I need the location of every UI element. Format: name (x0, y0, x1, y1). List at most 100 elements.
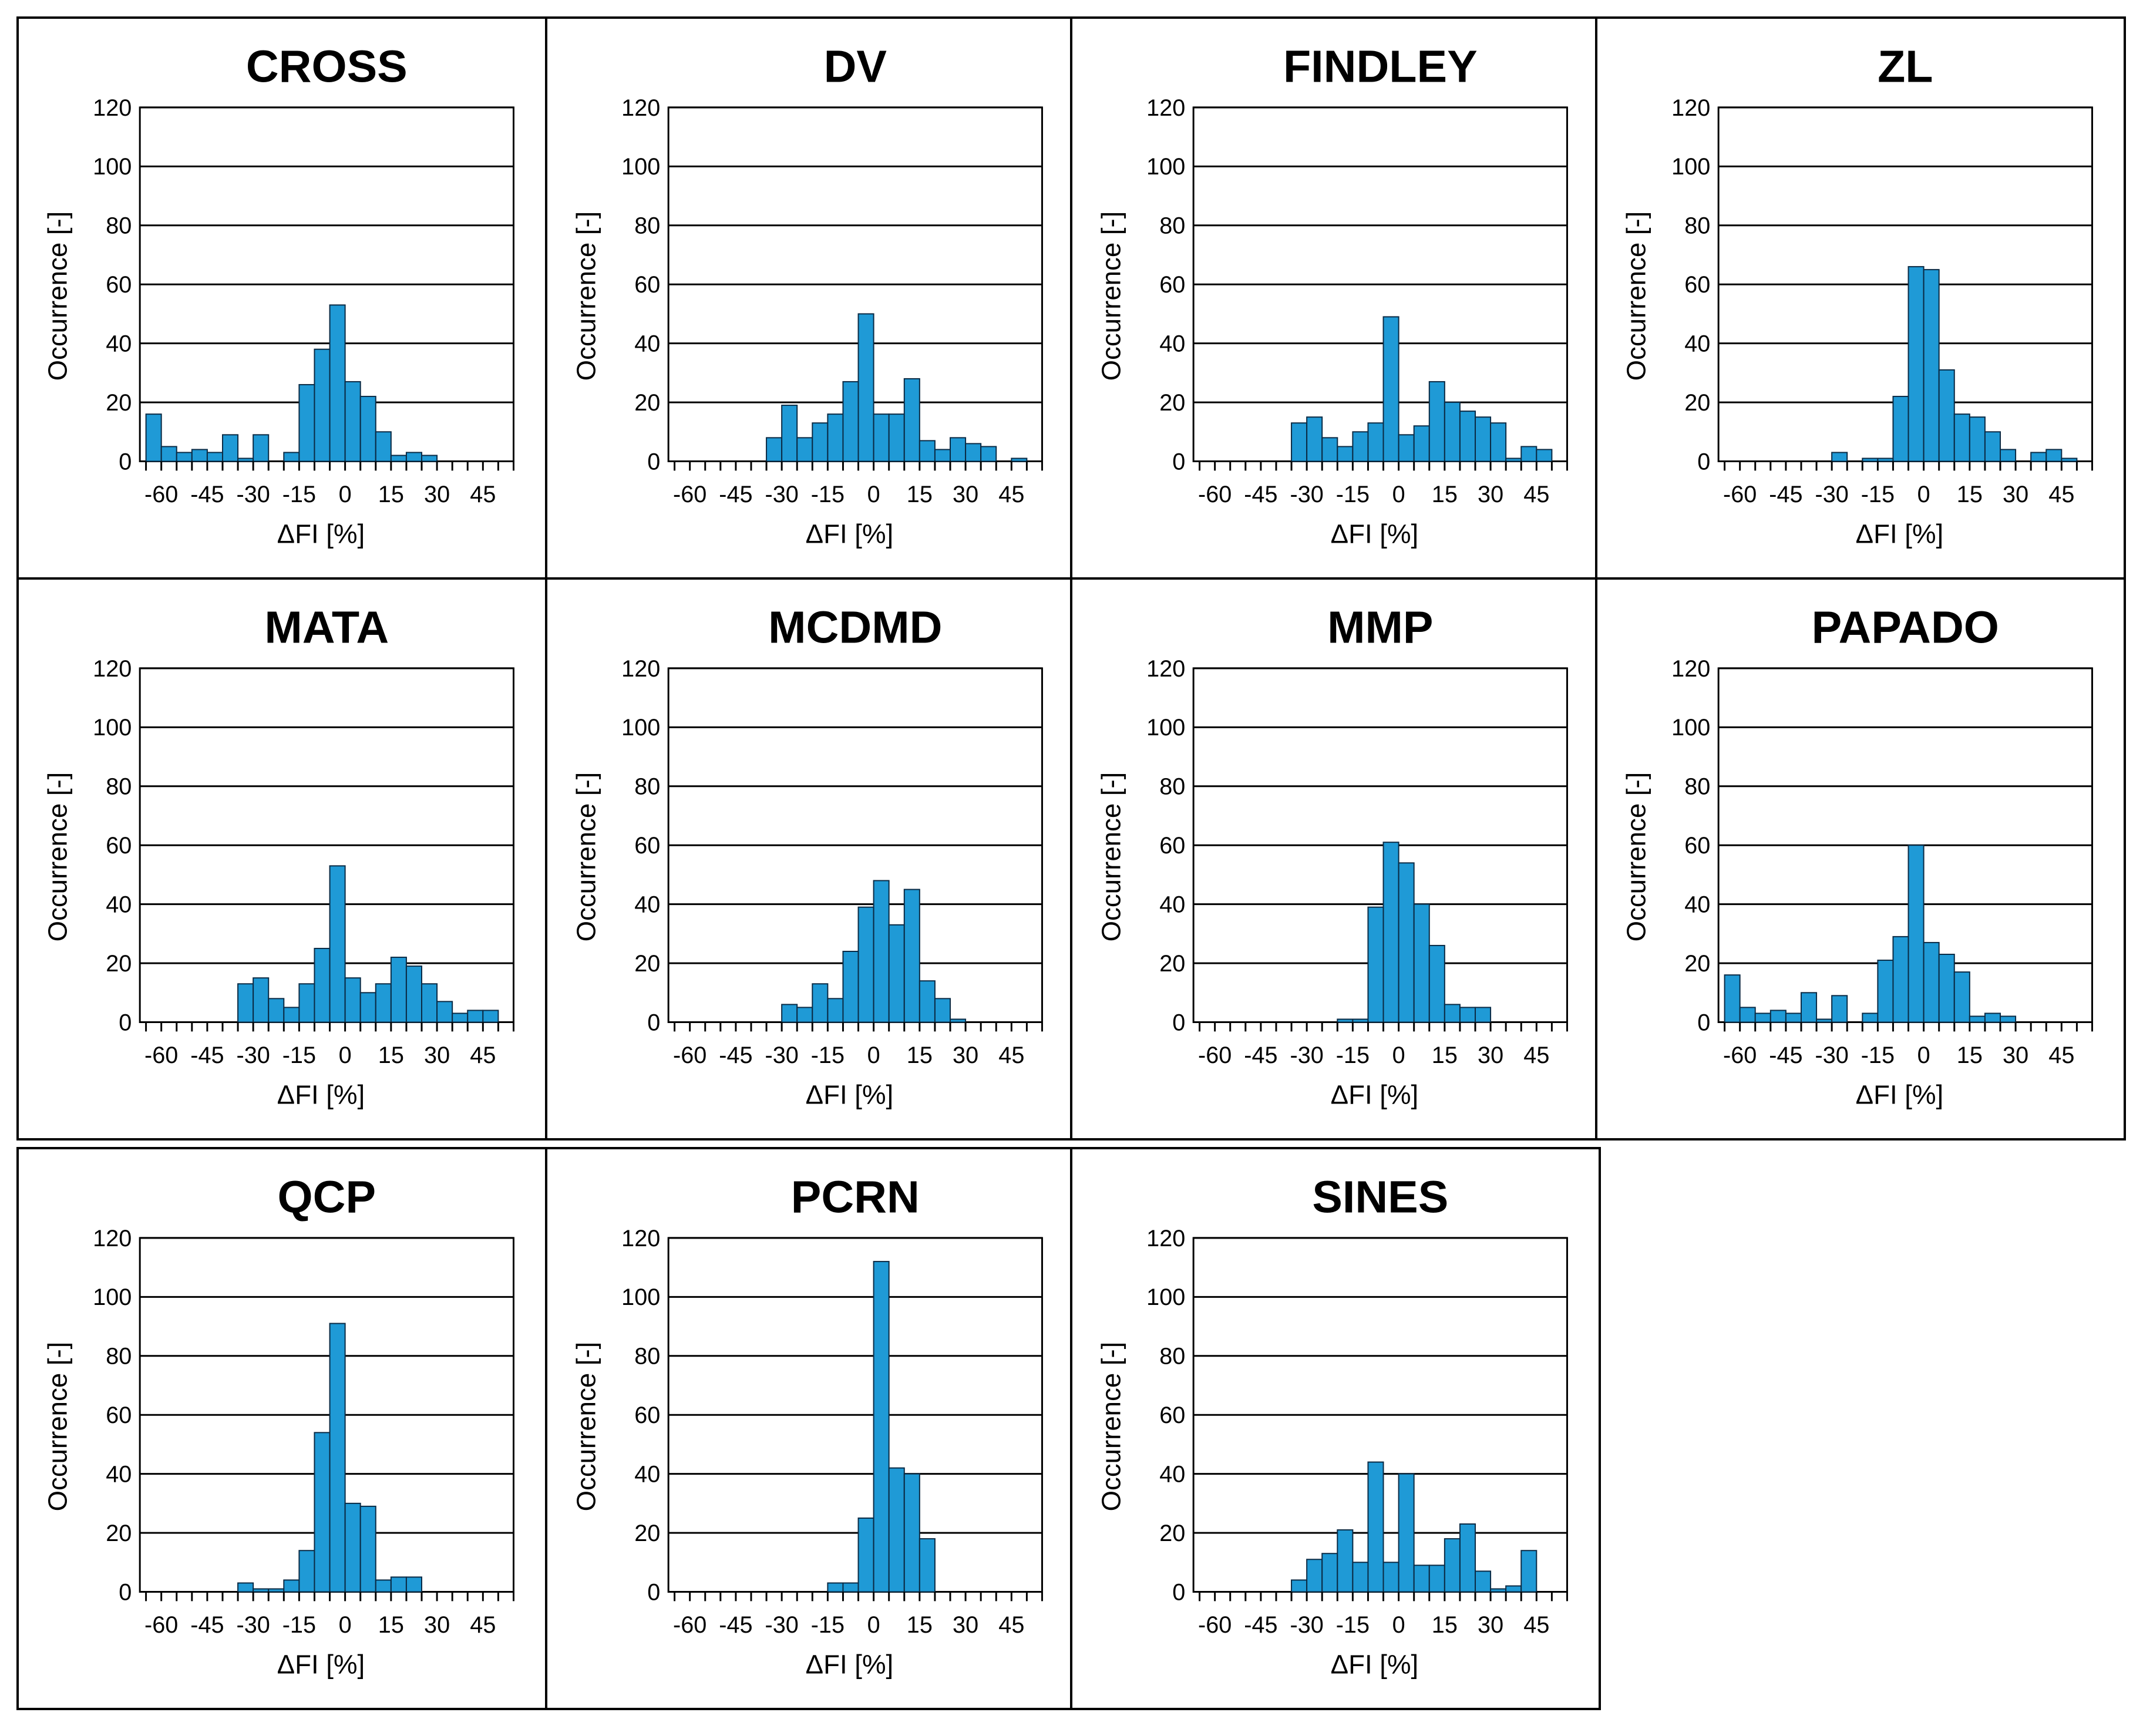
y-axis-label: Occurrence [-] (42, 1342, 72, 1512)
y-tick-label: 120 (1671, 656, 1710, 682)
chart-title: CROSS (246, 41, 408, 92)
histogram-svg: SINES 0 20 40 60 80 100 120 -60 -45 -30 -15 0 15 30 45 Δ… (1096, 1172, 1568, 1679)
histogram-bar (1475, 1570, 1492, 1593)
y-tick-label: 40 (1159, 892, 1185, 918)
y-axis-label: Occurrence [-] (1096, 211, 1126, 381)
histogram-bar (1352, 1562, 1369, 1593)
y-tick-label: 60 (1684, 833, 1710, 859)
histogram-bar (1367, 422, 1384, 462)
x-tick-label: -15 (282, 482, 316, 507)
y-tick-label: 60 (634, 1402, 660, 1428)
x-tick-label: 30 (1478, 1612, 1503, 1638)
chart-panel-papado: PAPADO 0 20 40 60 80 100 120 -60 -45 -30 -15 0 15 30 45… (1595, 577, 2126, 1140)
x-tick-label: -30 (1290, 1612, 1324, 1638)
histogram-svg: PAPADO 0 20 40 60 80 100 120 -60 -45 -30 -15 0 15 30 45… (1621, 602, 2093, 1109)
histogram-bar (145, 413, 162, 462)
histogram-bar (359, 396, 376, 462)
x-tick-label: 0 (1392, 1612, 1405, 1638)
x-tick-label: -15 (811, 482, 845, 507)
histogram-bar (1367, 906, 1384, 1023)
y-tick-label: 100 (1146, 1284, 1185, 1310)
y-axis-label: Occurrence [-] (1096, 772, 1126, 942)
chart-panel-cross: CROSS 0 20 40 60 80 100 120 -60 -45 -30 -15 0 15 30 45 Δ… (16, 16, 547, 580)
y-tick-label: 20 (634, 390, 660, 416)
histogram-bar (1382, 316, 1399, 462)
x-tick-label: 0 (339, 1042, 352, 1068)
x-tick-label: 0 (339, 1612, 352, 1638)
x-tick-label: -15 (811, 1042, 845, 1068)
histogram-bar (1923, 269, 1940, 462)
histogram-bar (1739, 1007, 1756, 1023)
y-tick-label: 40 (634, 1462, 660, 1488)
x-tick-label: 30 (424, 1612, 450, 1638)
histogram-bar (1490, 1588, 1507, 1593)
chart-title: DV (824, 41, 887, 92)
histogram-bar (903, 378, 920, 462)
x-axis-label: ΔFI [%] (806, 519, 893, 549)
y-axis-label: Occurrence [-] (571, 772, 601, 942)
x-axis-label: ΔFI [%] (1856, 1079, 1943, 1109)
x-tick-label: -60 (1198, 1042, 1232, 1068)
histogram-bar (857, 906, 874, 1023)
y-tick-label: 0 (647, 449, 660, 475)
histogram-bar (1428, 1565, 1445, 1593)
histogram-bar (390, 455, 407, 462)
y-tick-label: 60 (106, 833, 132, 859)
y-tick-label: 120 (621, 95, 660, 121)
histogram-bar (298, 983, 315, 1023)
histogram-bar (1938, 369, 1955, 462)
x-tick-label: -60 (1723, 482, 1757, 507)
y-tick-label: 80 (1159, 213, 1185, 239)
chart-panel-pcrn: PCRN 0 20 40 60 80 100 120 -60 -45 -30 -15 0 15 30 45 ΔF… (545, 1147, 1076, 1710)
histogram-bar (1923, 941, 1940, 1023)
x-tick-label: -15 (1336, 1042, 1370, 1068)
histogram-bar (283, 1007, 300, 1023)
histogram-bar (314, 947, 331, 1023)
histogram-bar (436, 1001, 453, 1023)
histogram-bar (1413, 903, 1430, 1023)
histogram-svg: ZL 0 20 40 60 80 100 120 -60 -45 -30 -15 0 15 30 45 ΔFI … (1621, 41, 2093, 549)
histogram-bar (812, 422, 829, 462)
y-tick-label: 20 (634, 951, 660, 977)
x-axis-label: ΔFI [%] (806, 1079, 893, 1109)
y-tick-label: 60 (106, 272, 132, 298)
y-tick-label: 60 (1159, 833, 1185, 859)
histogram-bar (1459, 1523, 1476, 1593)
x-tick-label: -30 (237, 1042, 270, 1068)
histogram-bar (1938, 954, 1955, 1023)
x-tick-label: 30 (2003, 482, 2028, 507)
histogram-bar (919, 440, 936, 462)
histogram-bar (1490, 422, 1507, 462)
x-axis-label: ΔFI [%] (1856, 519, 1943, 549)
histogram-bar (1398, 1473, 1415, 1593)
histogram-bar (1337, 446, 1354, 462)
histogram-bar (1475, 416, 1492, 462)
y-tick-label: 60 (1684, 272, 1710, 298)
x-tick-label: 15 (378, 482, 404, 507)
histogram-bar (237, 457, 254, 462)
histogram-bar (1337, 1018, 1354, 1023)
x-tick-label: -60 (673, 1612, 706, 1638)
histogram-bar (950, 437, 967, 462)
y-tick-label: 100 (93, 154, 132, 180)
x-tick-label: 30 (424, 482, 450, 507)
y-tick-label: 100 (1671, 154, 1710, 180)
chart-panel-zl: ZL 0 20 40 60 80 100 120 -60 -45 -30 -15 0 15 30 45 ΔFI … (1595, 16, 2126, 580)
histogram-bar (390, 957, 407, 1023)
histogram-bar (827, 1582, 844, 1593)
histogram-bar (298, 383, 315, 462)
x-axis-label: ΔFI [%] (277, 1079, 365, 1109)
x-tick-label: -30 (765, 1042, 799, 1068)
x-tick-label: -60 (1723, 1042, 1757, 1068)
y-tick-label: 40 (1159, 1462, 1185, 1488)
y-tick-label: 120 (93, 656, 132, 682)
histogram-bar (1953, 413, 1970, 462)
histogram-bar (842, 381, 859, 462)
histogram-bar (237, 1582, 254, 1593)
histogram-bar (329, 1323, 346, 1593)
y-tick-label: 20 (1159, 1520, 1185, 1546)
x-tick-label: -45 (719, 1612, 752, 1638)
y-tick-label: 0 (1172, 1010, 1185, 1035)
chart-title: FINDLEY (1283, 41, 1478, 92)
x-tick-label: -15 (811, 1612, 845, 1638)
